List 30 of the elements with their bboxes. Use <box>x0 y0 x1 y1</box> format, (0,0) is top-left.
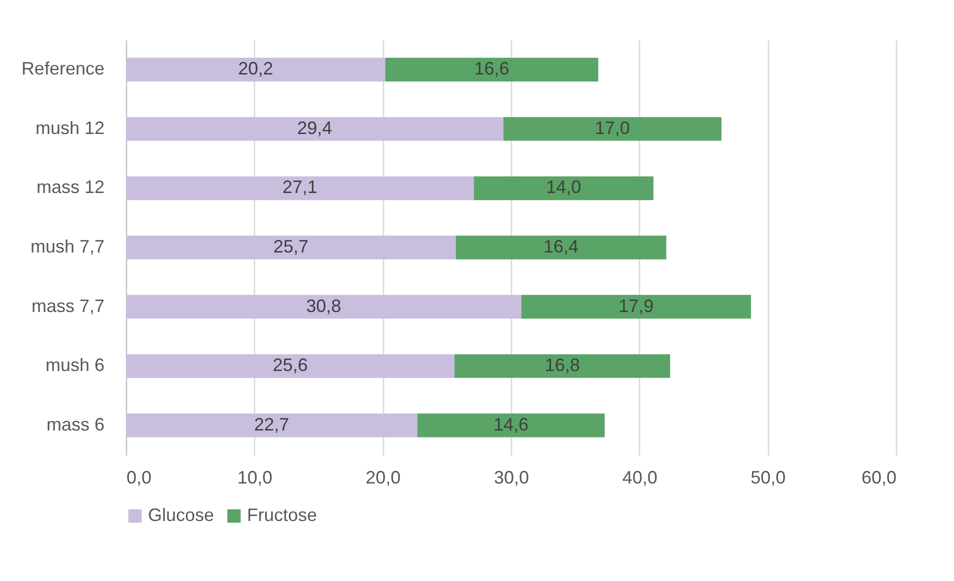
data-label: 14,0 <box>546 177 582 198</box>
y-tick-label: mush 6 <box>45 355 104 376</box>
data-label: 30,8 <box>306 296 342 316</box>
data-label: 29,4 <box>297 118 332 138</box>
y-tick-label: mass 6 <box>46 414 104 434</box>
x-tick-label: 60,0 <box>861 468 896 488</box>
legend-label: Fructose <box>247 505 318 525</box>
data-label: 16,6 <box>474 58 510 79</box>
data-label: 16,8 <box>544 355 580 376</box>
data-label: 25,7 <box>273 236 308 256</box>
y-tick-label: mass 12 <box>36 177 104 198</box>
x-tick-label: 30,0 <box>494 468 530 488</box>
y-tick-label: mush 12 <box>35 118 104 138</box>
x-tick-label: 10,0 <box>237 468 272 488</box>
data-label: 17,9 <box>618 296 654 316</box>
legend-label: Glucose <box>148 505 214 525</box>
data-label: 16,4 <box>544 236 579 256</box>
data-label: 27,1 <box>282 177 318 198</box>
data-label: 14,6 <box>493 414 529 434</box>
data-label: 20,2 <box>238 58 274 79</box>
x-tick-label: 20,0 <box>366 468 401 488</box>
data-label: 25,6 <box>272 355 308 376</box>
y-tick-label: mass 7,7 <box>31 296 104 316</box>
x-tick-label: 0,0 <box>126 468 152 488</box>
x-tick-label: 50,0 <box>750 468 786 488</box>
data-label: 22,7 <box>254 414 290 434</box>
y-tick-label: mush 7,7 <box>30 236 104 256</box>
y-tick-label: Reference <box>21 58 104 79</box>
data-label: 17,0 <box>594 118 630 138</box>
x-tick-label: 40,0 <box>622 468 658 488</box>
